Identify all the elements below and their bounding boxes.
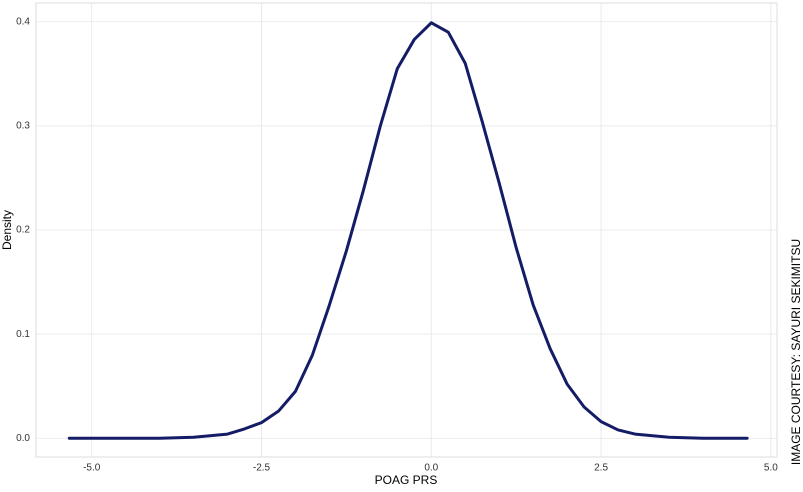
- annotation: IMAGE COURTESY: SAYURI SEKIMITSU: [789, 239, 803, 465]
- x-tick-label: -5.0: [83, 463, 101, 474]
- x-tick-label: 5.0: [764, 463, 778, 474]
- x-tick-label: 2.5: [594, 463, 608, 474]
- x-axis-label: POAG PRS: [375, 473, 438, 487]
- y-tick-label: 0.4: [16, 16, 30, 27]
- y-tick-label: 0.2: [16, 225, 30, 236]
- y-tick-label: 0.1: [16, 329, 30, 340]
- density-line: [67, 21, 749, 440]
- x-tick-label: 0.0: [424, 463, 438, 474]
- y-tick-label: 0.0: [16, 433, 30, 444]
- x-tick-label: -2.5: [253, 463, 271, 474]
- y-tick-label: 0.3: [16, 121, 30, 132]
- panel: [35, 2, 778, 458]
- y-axis-label: Density: [0, 210, 14, 250]
